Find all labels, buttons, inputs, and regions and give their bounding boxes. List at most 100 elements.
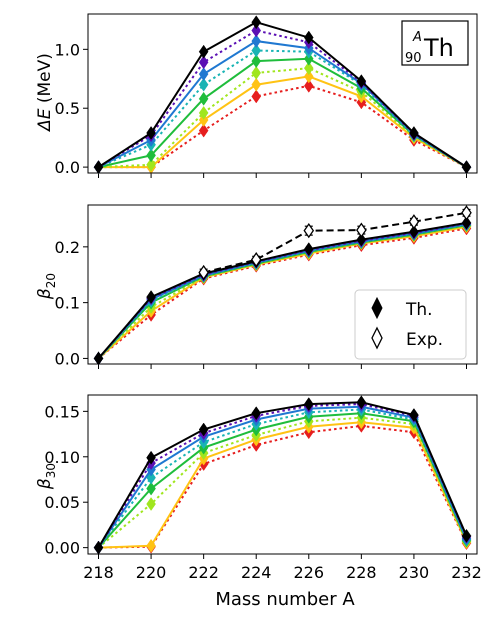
data-point [461, 160, 472, 175]
data-point [356, 232, 367, 247]
data-point [146, 157, 156, 172]
data-point [303, 51, 314, 66]
axes-frame [87, 13, 478, 174]
data-point [93, 351, 104, 366]
data-point [198, 55, 209, 70]
y-tick-label: 0.1 [55, 294, 80, 313]
data-point [409, 126, 419, 140]
data-point [356, 74, 367, 89]
data-point [251, 15, 262, 30]
y-label-beta20-sub: 20 [44, 273, 58, 288]
data-point [198, 105, 209, 120]
y-label-delta-e-main: ΔE [35, 108, 55, 133]
data-point [198, 67, 209, 82]
y-tick-label: 0.2 [55, 238, 80, 257]
data-point [198, 123, 209, 138]
legend-marker-experiment [371, 326, 383, 350]
series-line [98, 421, 468, 549]
element-label-box [401, 20, 469, 66]
series-line [97, 403, 468, 549]
series-line [97, 222, 467, 360]
experiment-point [461, 205, 472, 221]
y-label-beta20: β20 [35, 273, 58, 300]
x-tick-label: 232 [451, 563, 482, 582]
data-point [461, 215, 472, 230]
data-point [198, 44, 209, 59]
y-tick-label: 0.0 [55, 349, 80, 368]
data-point [303, 78, 314, 93]
data-point [198, 77, 209, 92]
panel-beta30: 0.00 0.05 0.10 0.15 218 220 222 224 226 228 230 232 [44, 394, 482, 582]
data-point [251, 77, 262, 92]
x-tick-label: 224 [241, 563, 272, 582]
experiment-point [250, 252, 262, 268]
data-point [198, 91, 209, 106]
experiment-line [203, 211, 467, 274]
data-point [146, 126, 156, 140]
y-tick-label: 1.0 [55, 40, 80, 59]
data-point [356, 395, 367, 410]
experiment-point [303, 223, 315, 239]
series-line [97, 416, 468, 549]
data-point [146, 497, 156, 511]
data-point [146, 148, 156, 163]
data-point [146, 290, 156, 304]
x-tick-label: 222 [188, 563, 219, 582]
data-point [93, 160, 104, 175]
data-point [198, 113, 209, 127]
y-tick-label: 0.05 [44, 493, 80, 512]
data-point [303, 69, 314, 84]
y-label-delta-e-unit: (MeV) [35, 53, 55, 108]
x-tick-label: 228 [346, 563, 377, 582]
experiment-point [408, 214, 420, 230]
element-label: A 90 Th [401, 20, 469, 66]
data-point [146, 538, 156, 553]
data-point [409, 224, 419, 239]
legend-label-experiment: Exp. [406, 330, 443, 350]
element-label-symbol: Th [423, 34, 454, 62]
series-line [97, 408, 468, 549]
experiment-point [198, 264, 209, 281]
data-point [251, 406, 262, 421]
series-line [97, 405, 468, 549]
x-tick-label: 220 [136, 563, 167, 582]
legend-label-theory: Th. [405, 300, 433, 320]
y-tick-label: 0.5 [55, 99, 80, 118]
series-line [97, 21, 468, 168]
series-line [97, 401, 468, 549]
y-tick-label: 0.00 [44, 539, 80, 558]
data-point [146, 450, 156, 465]
data-point [461, 528, 472, 543]
y-label-delta-e: ΔE (MeV) [35, 53, 55, 133]
data-point [303, 61, 314, 76]
series-line [98, 75, 467, 169]
y-label-beta30: β30 [35, 463, 58, 490]
data-point [251, 34, 262, 49]
y-label-beta30-sub: 30 [44, 463, 58, 478]
y-label-beta30-main: β [35, 478, 55, 490]
data-point [409, 408, 419, 422]
data-point [251, 54, 262, 69]
data-point [303, 30, 314, 45]
series-line [97, 412, 468, 549]
x-axis-label: Mass number A [215, 589, 355, 610]
data-point [251, 65, 262, 80]
panel-delta-e: 0.0 0.5 1.0 [55, 13, 478, 178]
element-label-proton-number: 90 [405, 51, 422, 66]
axes-frame [87, 204, 478, 365]
element-label-mass-symbol: A [412, 30, 422, 45]
series-line [97, 227, 467, 360]
data-point [303, 242, 314, 257]
legend-frame [354, 289, 467, 360]
x-tick-label: 226 [294, 563, 325, 582]
data-point [251, 89, 262, 104]
x-tick-label: 230 [399, 563, 430, 582]
legend: Th. Exp. [354, 289, 467, 360]
experiment-point [356, 222, 367, 238]
data-point [146, 481, 156, 496]
data-point [198, 422, 209, 437]
y-tick-label: 0.10 [44, 448, 80, 467]
series-line [97, 221, 467, 360]
series-line [98, 424, 468, 549]
